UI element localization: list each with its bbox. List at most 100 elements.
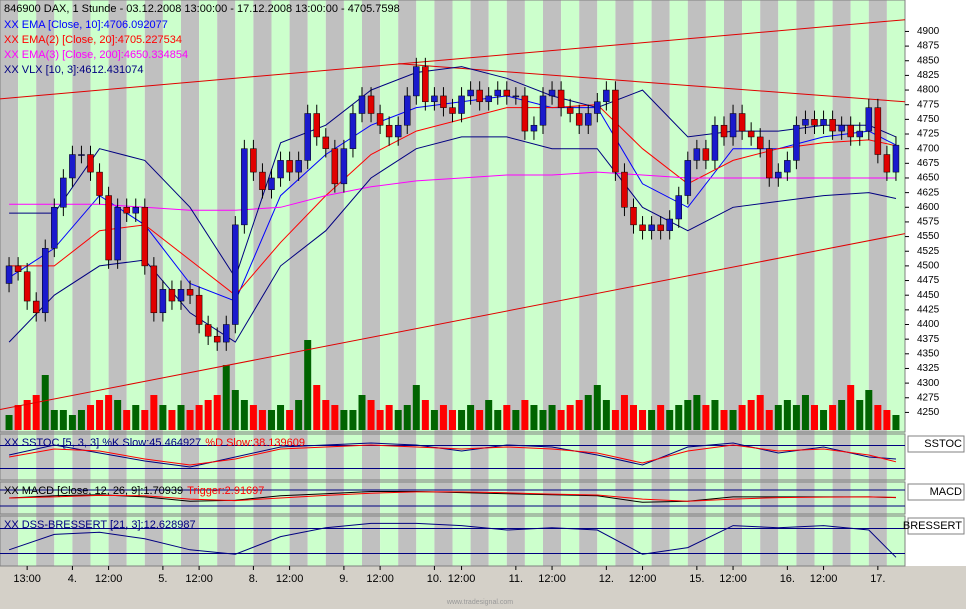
volume-bar: [286, 410, 294, 430]
candle-body: [60, 177, 67, 208]
volume-bar: [14, 405, 22, 430]
candle-body: [449, 107, 456, 114]
candle-body: [404, 95, 411, 126]
volume-bar: [23, 400, 31, 430]
candle-body: [657, 224, 664, 231]
volume-bar: [5, 415, 13, 430]
volume-bar: [77, 410, 85, 430]
volume-bar: [783, 400, 791, 430]
candle-body: [702, 148, 710, 161]
volume-bar: [141, 410, 149, 430]
volume-bar: [521, 400, 529, 430]
x-tick-label: 12.: [599, 573, 614, 585]
candle-body: [14, 265, 22, 272]
panel-line: [9, 491, 897, 503]
candle-body: [521, 95, 529, 132]
candle-body: [413, 66, 420, 97]
legend-entry: XX VLX [10, 3]:4612.431074: [4, 64, 143, 76]
stripe: [271, 0, 290, 566]
candle-body: [23, 271, 31, 302]
volume-bar: [539, 410, 547, 430]
candle-body: [304, 113, 311, 161]
candle-body: [467, 89, 474, 97]
volume-bar: [702, 405, 710, 430]
candle-body: [585, 113, 592, 126]
x-tick-label: 12:00: [276, 573, 304, 585]
volume-bar: [349, 410, 357, 430]
candle-body: [820, 119, 827, 126]
x-tick-label: 12:00: [366, 573, 394, 585]
candle-body: [223, 324, 230, 343]
volume-bar: [467, 405, 475, 430]
candle-body: [666, 218, 673, 231]
candle-body: [186, 289, 194, 296]
y-tick-label: 4425: [917, 304, 940, 315]
volume-bar: [385, 405, 393, 430]
panel-frame: [0, 0, 906, 433]
volume-bar: [738, 405, 746, 430]
volume-bar: [231, 390, 239, 430]
volume-bar: [68, 415, 76, 430]
panel-tag: BRESSERT: [903, 520, 962, 532]
volume-bar: [394, 410, 402, 430]
y-tick-label: 4675: [917, 158, 940, 169]
stripe: [543, 0, 562, 566]
candle-body: [793, 124, 800, 161]
trendline: [0, 233, 906, 410]
candle-body: [313, 113, 320, 138]
volume-bar: [168, 410, 176, 430]
candle-body: [349, 113, 357, 149]
candle-body: [856, 130, 863, 138]
candle-body: [711, 124, 719, 161]
volume-bar: [530, 405, 538, 430]
volume-bar: [675, 405, 683, 430]
candle-body: [268, 177, 275, 190]
stripe: [199, 0, 218, 566]
volume-bar: [476, 410, 484, 430]
x-tick-label: 11.: [509, 573, 523, 585]
candle-body: [105, 195, 112, 261]
candle-body: [286, 160, 293, 173]
y-tick-label: 4875: [917, 41, 940, 52]
panel-legend: XX MACD [Close, 12, 26, 9]:1.70939: [4, 485, 183, 497]
stripe: [524, 0, 543, 566]
candle-body: [159, 289, 167, 314]
candle-body: [756, 136, 764, 149]
candle-body: [132, 207, 139, 214]
candle-body: [177, 289, 185, 302]
y-tick-label: 4275: [917, 392, 940, 403]
trendline: [398, 63, 906, 103]
y-tick-label: 4300: [917, 378, 940, 389]
stripe: [289, 0, 308, 566]
candle-body: [675, 195, 682, 220]
plot-layer: 4250 4275 4300 4325 4350 4375 4400 4425 4450 4475…: [0, 0, 965, 585]
panel-legend: %D Slow:38.139609: [205, 437, 305, 449]
candle-body: [512, 95, 520, 98]
y-tick-label: 4375: [917, 334, 940, 345]
candle-body: [630, 207, 637, 226]
candle-body: [594, 101, 601, 114]
stripe: [760, 0, 779, 566]
stripe: [108, 0, 127, 566]
x-tick-label: 8.: [249, 573, 258, 585]
candle-body: [865, 107, 873, 132]
candle-body: [530, 124, 538, 132]
volume-bar: [204, 400, 212, 430]
volume-bar: [765, 410, 773, 430]
panel-legend: XX SSTOC [5, 3, 3] %K Slow:45.464927: [4, 437, 201, 449]
candle-body: [358, 95, 366, 114]
x-tick-label: 5.: [158, 573, 167, 585]
volume-bar: [639, 410, 647, 430]
candle-body: [883, 154, 891, 173]
volume-bar: [32, 395, 40, 430]
stripe: [235, 0, 254, 566]
candle-body: [394, 124, 402, 138]
candle-body: [250, 148, 257, 173]
candle-body: [295, 160, 302, 173]
volume-bar: [774, 405, 782, 430]
y-tick-label: 4350: [917, 348, 940, 359]
volume-bar: [403, 405, 411, 430]
y-tick-label: 4550: [917, 231, 940, 242]
volume-bar: [494, 410, 502, 430]
